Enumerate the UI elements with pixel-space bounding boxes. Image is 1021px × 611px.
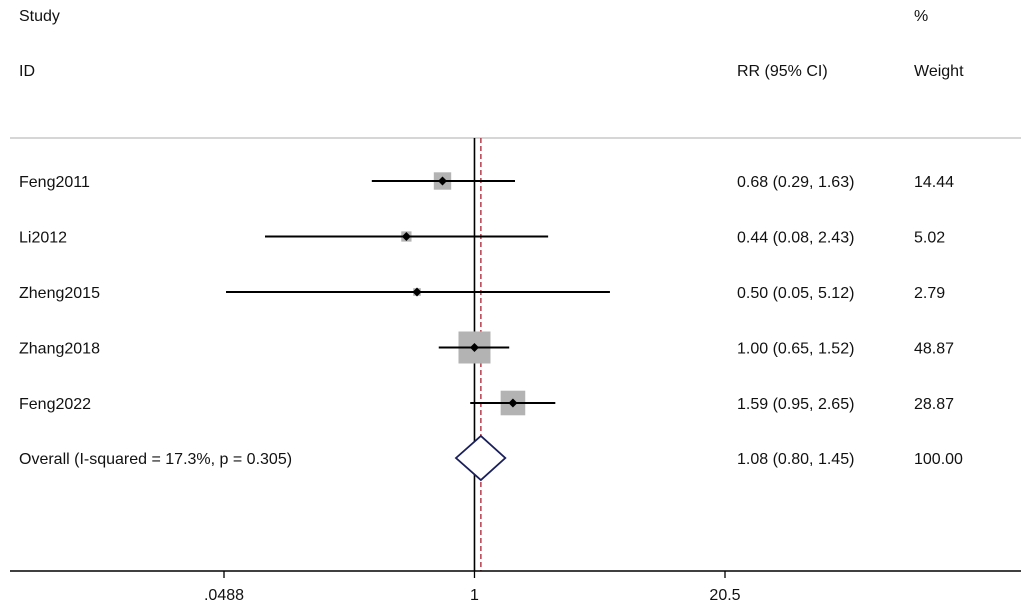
study-id-label: Zheng2015 (19, 285, 100, 302)
x-tick-label: 1 (470, 587, 479, 604)
study-rr-label: 0.50 (0.05, 5.12) (737, 285, 854, 302)
overall-row: Overall (I-squared = 17.3%, p = 0.305) 1.… (19, 434, 963, 482)
study-id-label: Zhang2018 (19, 341, 100, 358)
study-weight-label: 5.02 (914, 230, 945, 247)
x-axis: .0488 1 20.5 (10, 570, 1021, 604)
study-row: Zheng2015 0.50 (0.05, 5.12) 2.79 (19, 285, 945, 302)
header-rr: RR (95% CI) (737, 63, 828, 80)
study-rr-label: 1.59 (0.95, 2.65) (737, 396, 854, 413)
point-estimate (401, 232, 411, 241)
point-estimate (437, 176, 447, 186)
header-study: Study (19, 8, 60, 25)
overall-weight-label: 100.00 (914, 451, 963, 468)
overall-label: Overall (I-squared = 17.3%, p = 0.305) (19, 451, 292, 468)
study-rr-label: 0.44 (0.08, 2.43) (737, 230, 854, 247)
study-weight-label: 48.87 (914, 341, 954, 358)
header-weight: Weight (914, 63, 964, 80)
study-id-label: Feng2011 (19, 174, 90, 191)
x-tick-label: .0488 (204, 587, 244, 604)
study-id-label: Li2012 (19, 230, 67, 247)
study-row: Feng2011 0.68 (0.29, 1.63) 14.44 (19, 172, 954, 191)
overall-rr-label: 1.08 (0.80, 1.45) (737, 451, 854, 468)
study-row: Feng2022 1.59 (0.95, 2.65) 28.87 (19, 390, 954, 416)
point-estimate (469, 343, 479, 352)
study-row: Zhang2018 1.00 (0.65, 1.52) 48.87 (19, 331, 954, 364)
study-weight-label: 2.79 (914, 285, 945, 302)
study-id-label: Feng2022 (19, 396, 91, 413)
study-weight-label: 14.44 (914, 174, 954, 191)
header-percent: % (914, 8, 928, 25)
study-weight-label: 28.87 (914, 396, 954, 413)
study-rows: Feng2011 0.68 (0.29, 1.63) 14.44 Li2012 0.44… (19, 172, 954, 416)
study-rr-label: 0.68 (0.29, 1.63) (737, 174, 854, 191)
point-estimate (412, 287, 422, 297)
study-rr-label: 1.00 (0.65, 1.52) (737, 341, 854, 358)
x-tick-label: 20.5 (709, 587, 740, 604)
point-estimate (508, 398, 518, 408)
header-id: ID (19, 63, 35, 80)
study-row: Li2012 0.44 (0.08, 2.43) 5.02 (19, 230, 945, 247)
overall-diamond (454, 434, 507, 482)
